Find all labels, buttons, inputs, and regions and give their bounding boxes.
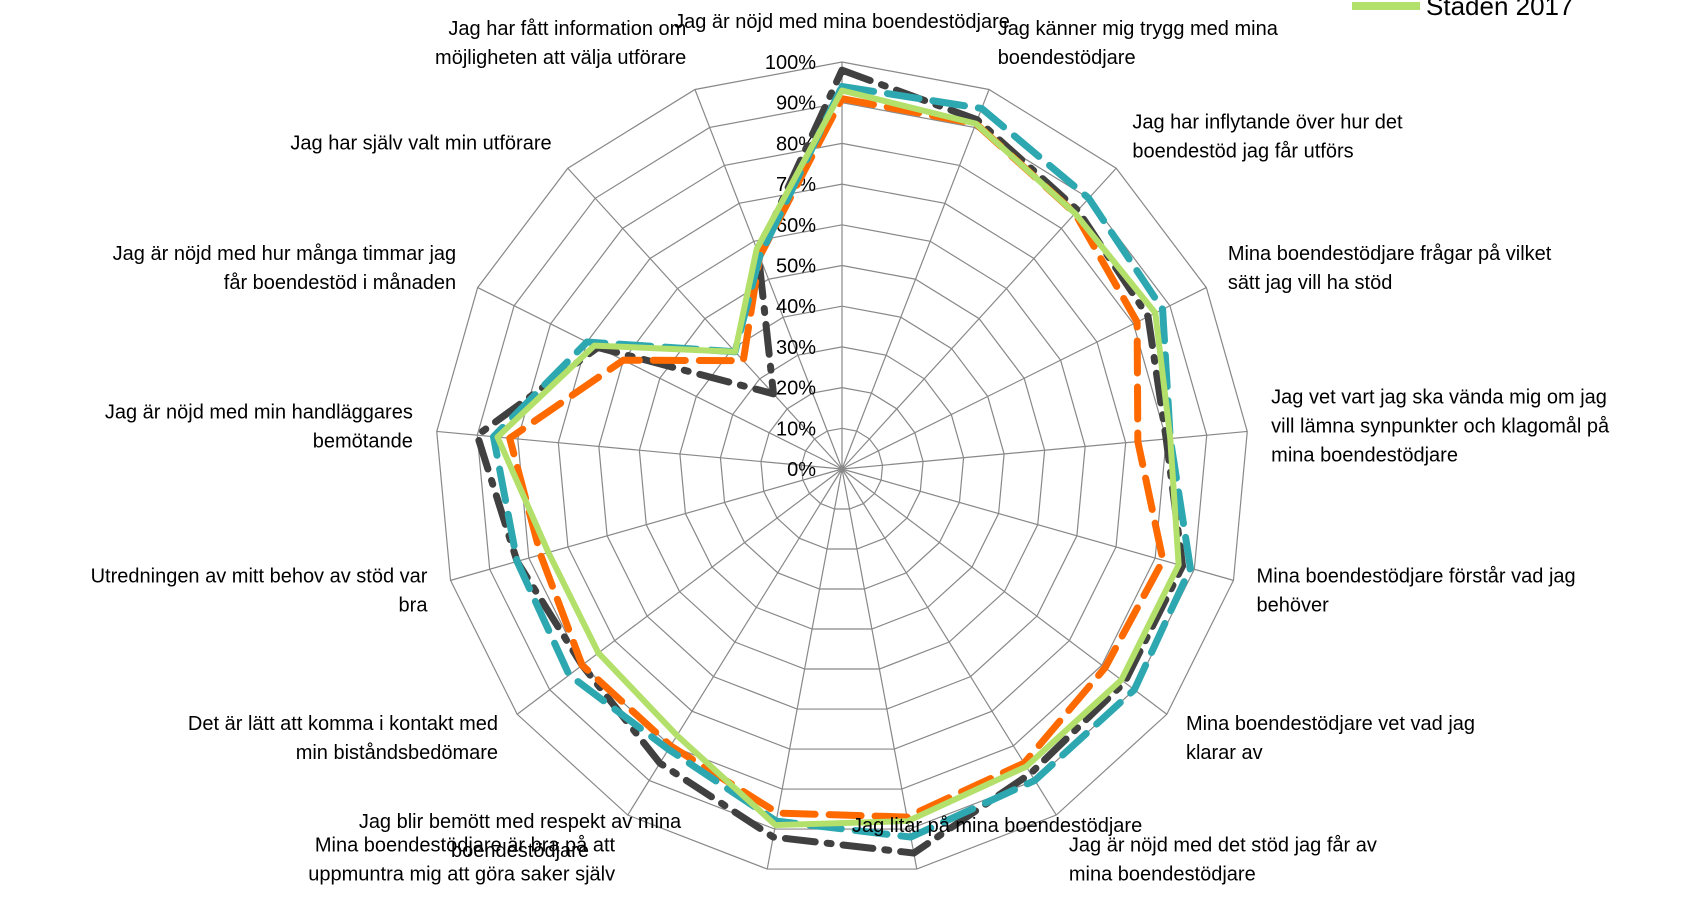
category-label: Mina boendestödjare är bra på att uppmunt… xyxy=(308,834,615,885)
category-label: Mina boendestödjare vet vad jag klarar av xyxy=(1186,713,1475,764)
category-label-line: Jag är nöjd med hur många timmar jag xyxy=(113,243,457,265)
tick-label: 40% xyxy=(776,296,816,318)
category-label-line: uppmuntra mig att göra saker själv xyxy=(308,863,615,885)
grid-spoke xyxy=(841,287,1207,470)
series-line xyxy=(473,66,1187,857)
grid-spoke xyxy=(841,167,1117,470)
grid-spoke xyxy=(841,468,918,870)
grid-ring xyxy=(557,183,1127,750)
category-label-line: vill lämna synpunkter och klagomål på xyxy=(1271,415,1610,437)
category-label-line: Jag har fått information om xyxy=(448,18,686,40)
category-label-line: mina boendestödjare xyxy=(1069,863,1256,885)
tick-label: 0% xyxy=(787,459,816,481)
category-label: Utredningen av mitt behov av stöd var bra xyxy=(91,566,429,617)
category-label: Jag är nöjd med det stöd jag får av mina … xyxy=(1069,834,1377,885)
category-label: Mina boendestödjare förstår vad jag behöv… xyxy=(1257,566,1576,617)
category-label-line: min biståndsbedömare xyxy=(296,742,498,764)
series-line xyxy=(494,87,1182,829)
grid-spoke xyxy=(436,430,843,470)
tick-label: 50% xyxy=(776,256,816,278)
grid-spoke xyxy=(567,167,843,470)
category-label-line: mina boendestödjare xyxy=(1271,444,1458,466)
category-label-line: boendestödjare xyxy=(451,840,589,862)
category-label-line: behöver xyxy=(1257,595,1330,617)
grid-spoke xyxy=(841,468,1168,715)
grid-ring xyxy=(517,142,1167,790)
category-label-line: Jag är nöjd med min handläggares xyxy=(105,402,413,424)
tick-label: 10% xyxy=(776,418,816,440)
tick-labels: 0%10%20%30%40%50%60%70%80%90%100% xyxy=(765,52,816,481)
category-label-line: sätt jag vill ha stöd xyxy=(1228,272,1393,294)
category-label-line: Jag litar på mina boendestödjare xyxy=(852,815,1142,837)
grid-spoke xyxy=(841,89,990,470)
category-label-line: får boendestöd i månaden xyxy=(224,272,456,294)
series xyxy=(473,66,1194,857)
category-label: Mina boendestödjare frågar på vilket sätt… xyxy=(1228,243,1552,294)
grid-spoke xyxy=(627,468,843,816)
category-label-line: Utredningen av mitt behov av stöd var xyxy=(91,566,428,588)
category-label-line: Mina boendestödjare är bra på att xyxy=(315,834,616,856)
grid-spoke xyxy=(841,468,1057,816)
grid-ring xyxy=(436,61,1248,870)
grid-spoke xyxy=(841,468,1234,581)
category-label-line: Jag känner mig trygg med mina xyxy=(998,18,1279,40)
tick-label: 100% xyxy=(765,52,816,74)
category-label: Jag har själv valt min utförare xyxy=(290,133,551,155)
grid-spoke xyxy=(477,287,843,470)
tick-label: 60% xyxy=(776,215,816,237)
category-label-line: Jag är nöjd med mina boendestödjare xyxy=(674,11,1010,33)
series-line xyxy=(489,82,1194,841)
category-label-line: klarar av xyxy=(1186,742,1263,764)
category-label: Jag blir bemött med respekt av mina boend… xyxy=(359,811,682,862)
grid-spoke xyxy=(841,430,1248,470)
category-label-line: Jag är nöjd med det stöd jag får av xyxy=(1069,834,1377,856)
category-label: Jag är nöjd med hur många timmar jag får … xyxy=(113,243,457,294)
category-label-line: möjligheten att välja utförare xyxy=(435,47,686,69)
tick-label: 30% xyxy=(776,337,816,359)
category-label: Jag vet vart jag ska vända mig om jag vil… xyxy=(1271,386,1610,466)
legend-label: Staden 2017 xyxy=(1426,0,1573,21)
category-label-line: Mina boendestödjare frågar på vilket xyxy=(1228,243,1552,265)
category-label-line: boendestöd jag får utförs xyxy=(1132,141,1353,163)
category-label-line: Mina boendestödjare förstår vad jag xyxy=(1257,566,1576,588)
category-label: Det är lätt att komma i kontakt med min b… xyxy=(188,713,498,764)
category-label: Jag känner mig trygg med mina boendestödj… xyxy=(998,18,1279,69)
tick-label: 90% xyxy=(776,93,816,115)
legend: Staden 2017 xyxy=(1352,0,1573,21)
category-label: Jag har fått information om möjligheten a… xyxy=(435,18,686,69)
grid-ring xyxy=(800,427,884,510)
grid xyxy=(436,61,1248,870)
category-label: Jag litar på mina boendestödjare xyxy=(852,815,1142,837)
category-label-line: Jag vet vart jag ska vända mig om jag xyxy=(1271,386,1607,408)
series-line xyxy=(506,95,1167,821)
category-label: Jag har inflytande över hur det boendestö… xyxy=(1132,112,1403,163)
category-label-line: bemötande xyxy=(313,431,413,453)
grid-spoke xyxy=(766,468,843,870)
grid-spoke xyxy=(516,468,843,715)
grid-ring xyxy=(679,305,1005,630)
category-label-line: Jag har inflytande över hur det xyxy=(1132,112,1403,134)
category-label-line: Jag blir bemött med respekt av mina xyxy=(359,811,682,833)
category-label-line: bra xyxy=(399,595,429,617)
category-label-line: Det är lätt att komma i kontakt med xyxy=(188,713,498,735)
grid-ring xyxy=(719,346,965,590)
category-label-line: Jag har själv valt min utförare xyxy=(290,133,551,155)
tick-label: 20% xyxy=(776,378,816,400)
grid-spoke xyxy=(694,89,843,470)
category-label: Jag är nöjd med min handläggares bemötand… xyxy=(105,402,413,453)
category-label-line: boendestödjare xyxy=(998,47,1136,69)
category-label-line: Mina boendestödjare vet vad jag xyxy=(1186,713,1475,735)
category-label: Jag är nöjd med mina boendestödjare xyxy=(674,11,1010,33)
grid-ring xyxy=(760,386,924,550)
